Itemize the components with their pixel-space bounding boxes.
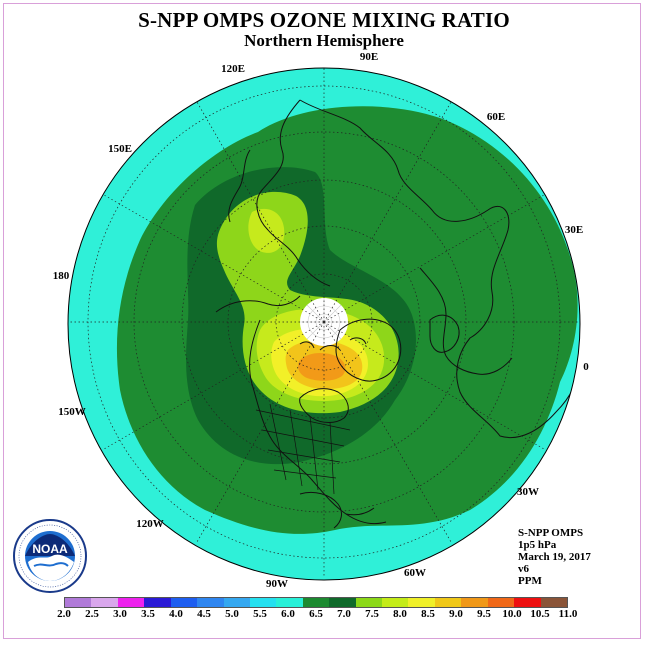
colorbar-segment <box>91 598 118 607</box>
lon-label-120w: 120W <box>136 518 164 530</box>
colorbar-tick-label: 11.0 <box>558 608 578 620</box>
coast-gulf-mexico <box>299 491 342 529</box>
colorbar-segment <box>65 598 92 607</box>
product-info: S-NPP OMPS 1p5 hPa March 19, 2017 v6 PPM <box>518 527 591 587</box>
coast-east-asia <box>256 99 331 287</box>
colorbar-tick-label: 9.0 <box>449 608 463 620</box>
coast-caribbean <box>345 507 375 516</box>
page-frame <box>3 3 641 639</box>
coast-hudson-bay <box>299 388 349 423</box>
colorbar-segment <box>434 598 462 607</box>
map-subtitle: Northern Hemisphere <box>244 31 404 50</box>
colorbar-tick-label: 2.0 <box>57 608 71 620</box>
colorbar-tick-label: 4.5 <box>197 608 211 620</box>
colorbar-segment <box>223 598 250 607</box>
colorbar-segment <box>249 598 277 607</box>
colorbar-segment <box>487 598 515 607</box>
info-date: March 19, 2017 <box>518 551 591 563</box>
noaa-logo-wordmark: NOAA <box>32 542 68 556</box>
colorbar-segment <box>197 598 224 607</box>
lon-label-90e: 90E <box>360 51 378 63</box>
lon-label-60w: 60W <box>404 567 426 579</box>
coast-eurasia <box>299 99 580 438</box>
colorbar <box>64 597 568 608</box>
info-pressure: 1p5 hPa <box>518 539 557 551</box>
lon-label-150w: 150W <box>58 406 86 418</box>
lon-label-60e: 60E <box>487 111 505 123</box>
info-instrument: S-NPP OMPS <box>518 527 584 539</box>
ozone-field <box>68 68 580 580</box>
colorbar-tick-label: 6.0 <box>281 608 295 620</box>
colorbar-tick-label: 6.5 <box>309 608 323 620</box>
coast-north-america <box>249 319 387 525</box>
colorbar-tick-label: 3.0 <box>113 608 127 620</box>
noaa-logo: NOAA <box>13 519 87 593</box>
colorbar-tick-label: 8.0 <box>393 608 407 620</box>
lon-label-90w: 90W <box>266 578 288 590</box>
lon-label-120e: 120E <box>221 63 245 75</box>
colorbar-segment <box>302 598 330 607</box>
colorbar-tick-label: 5.5 <box>253 608 267 620</box>
info-version: v6 <box>518 563 529 575</box>
coast-arctic-islands <box>299 337 367 351</box>
colorbar-segment <box>540 598 568 607</box>
colorbar-segment <box>355 598 383 607</box>
latitude-60 <box>181 179 467 465</box>
colorbar-segment <box>514 598 541 607</box>
colorbar-segment <box>461 598 488 607</box>
colorbar-tick-label: 2.5 <box>85 608 99 620</box>
map-border <box>67 67 581 581</box>
colorbar-tick-label: 4.0 <box>169 608 183 620</box>
longitude-labels: 90E 60E 30E 0 30W 60W 90W 120W 150W 180 … <box>53 51 590 590</box>
coast-europe <box>419 267 513 375</box>
lon-label-30e: 30E <box>565 224 583 236</box>
colorbar-segment <box>117 598 145 607</box>
colorbar-segment <box>382 598 409 607</box>
colorbar-tick-label: 3.5 <box>141 608 155 620</box>
coast-kamchatka <box>228 149 251 223</box>
colorbar-segment <box>329 598 356 607</box>
map-title: S-NPP OMPS OZONE MIXING RATIO <box>138 8 510 32</box>
colorbar-segment <box>276 598 303 607</box>
colorbar-tick-label: 8.5 <box>421 608 435 620</box>
colorbar-tick-label: 10.5 <box>530 608 550 620</box>
latitude-50 <box>133 131 515 513</box>
lon-label-0: 0 <box>583 361 589 373</box>
colorbar-tick-label: 10.0 <box>502 608 522 620</box>
colorbar-tick-label: 7.0 <box>337 608 351 620</box>
lon-label-30w: 30W <box>517 486 539 498</box>
info-units: PPM <box>518 575 542 587</box>
lon-label-150e: 150E <box>108 143 132 155</box>
colorbar-tick-label: 9.5 <box>477 608 491 620</box>
colorbar-tick-label: 5.0 <box>225 608 239 620</box>
political-boundaries <box>255 403 351 495</box>
colorbar-segment <box>144 598 171 607</box>
colorbar-labels: 2.0 2.5 3.0 3.5 4.0 4.5 5.0 5.5 6.0 6.5 7.0 7.5 8.0 8… <box>0 608 648 622</box>
coast-scandinavia <box>429 314 460 353</box>
coastlines <box>215 99 580 529</box>
ozone-band-9-0 <box>298 352 346 381</box>
colorbar-segment <box>170 598 198 607</box>
lon-label-180: 180 <box>53 270 70 282</box>
graticule <box>68 68 580 578</box>
colorbar-tick-label: 7.5 <box>365 608 379 620</box>
coast-alaska <box>215 295 301 313</box>
colorbar-segment <box>408 598 435 607</box>
